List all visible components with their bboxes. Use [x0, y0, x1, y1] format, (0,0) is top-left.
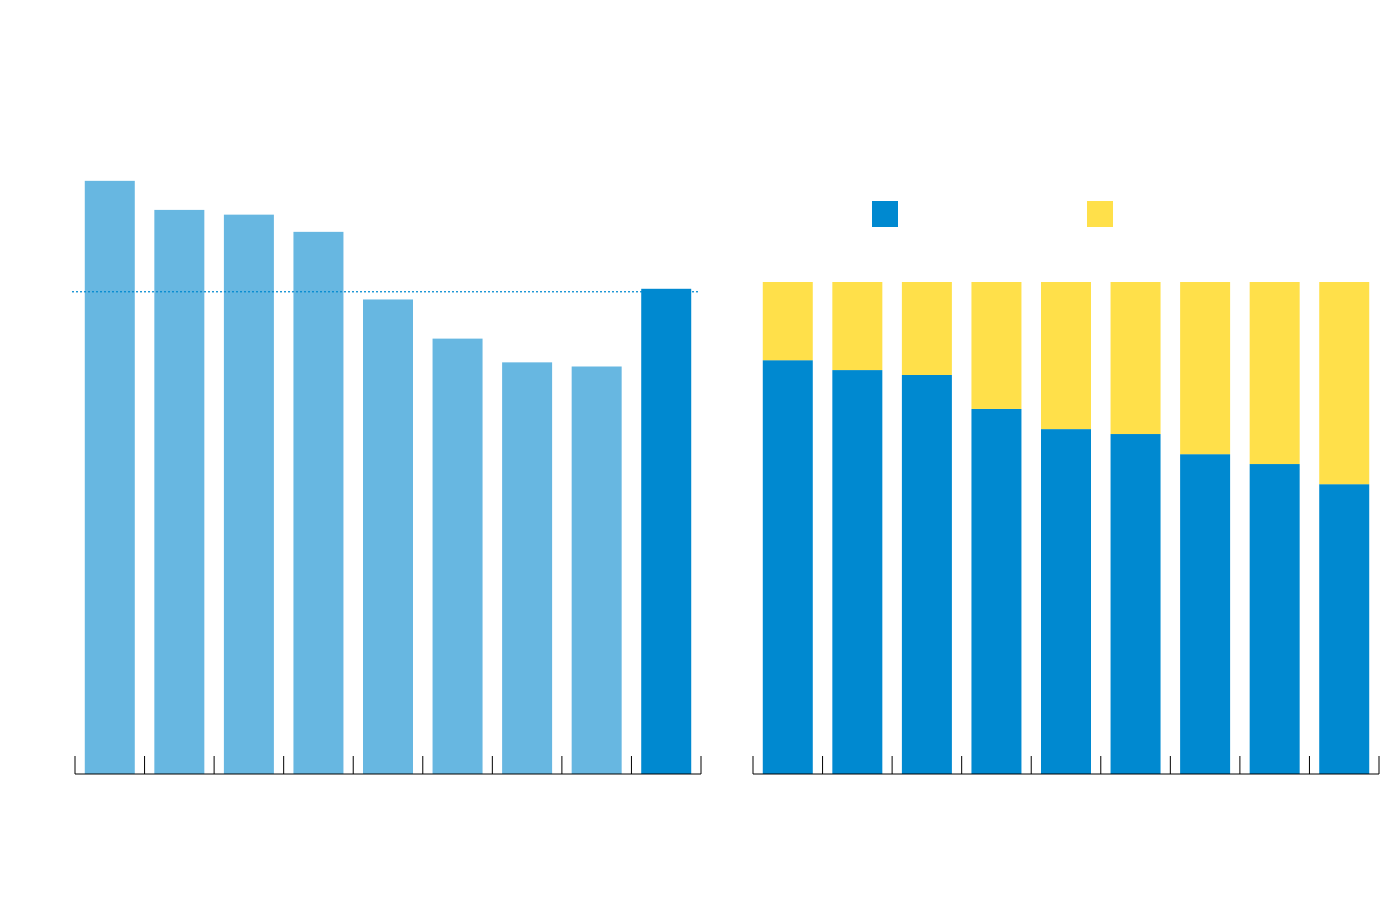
bar-segment [1249, 464, 1300, 774]
bar-segment [1110, 282, 1161, 435]
bar [223, 214, 274, 775]
bar [84, 180, 135, 775]
bar-segment [1249, 282, 1300, 465]
bar [154, 209, 205, 774]
bar-segment [1041, 282, 1091, 430]
bar [363, 299, 413, 774]
bar [293, 231, 344, 774]
bar [571, 366, 622, 774]
bar-segment [901, 282, 952, 375]
legend-swatch [1087, 201, 1113, 227]
bar-segment [762, 282, 813, 361]
bar-segment [1180, 282, 1231, 455]
bar-segment [832, 282, 883, 371]
bar-segment [762, 360, 813, 774]
bar-segment [1319, 282, 1370, 485]
bar-segment [832, 370, 883, 774]
bar [432, 338, 483, 774]
bar-segment [901, 374, 952, 774]
bar-segment [971, 282, 1022, 409]
bar-segment [1319, 484, 1370, 774]
bar-segment [1041, 429, 1091, 774]
legend-swatch [872, 201, 898, 227]
bar-segment [1110, 434, 1161, 774]
bar [502, 362, 553, 774]
bar [641, 288, 692, 774]
bar-segment [1180, 454, 1231, 774]
bar-segment [971, 408, 1022, 774]
